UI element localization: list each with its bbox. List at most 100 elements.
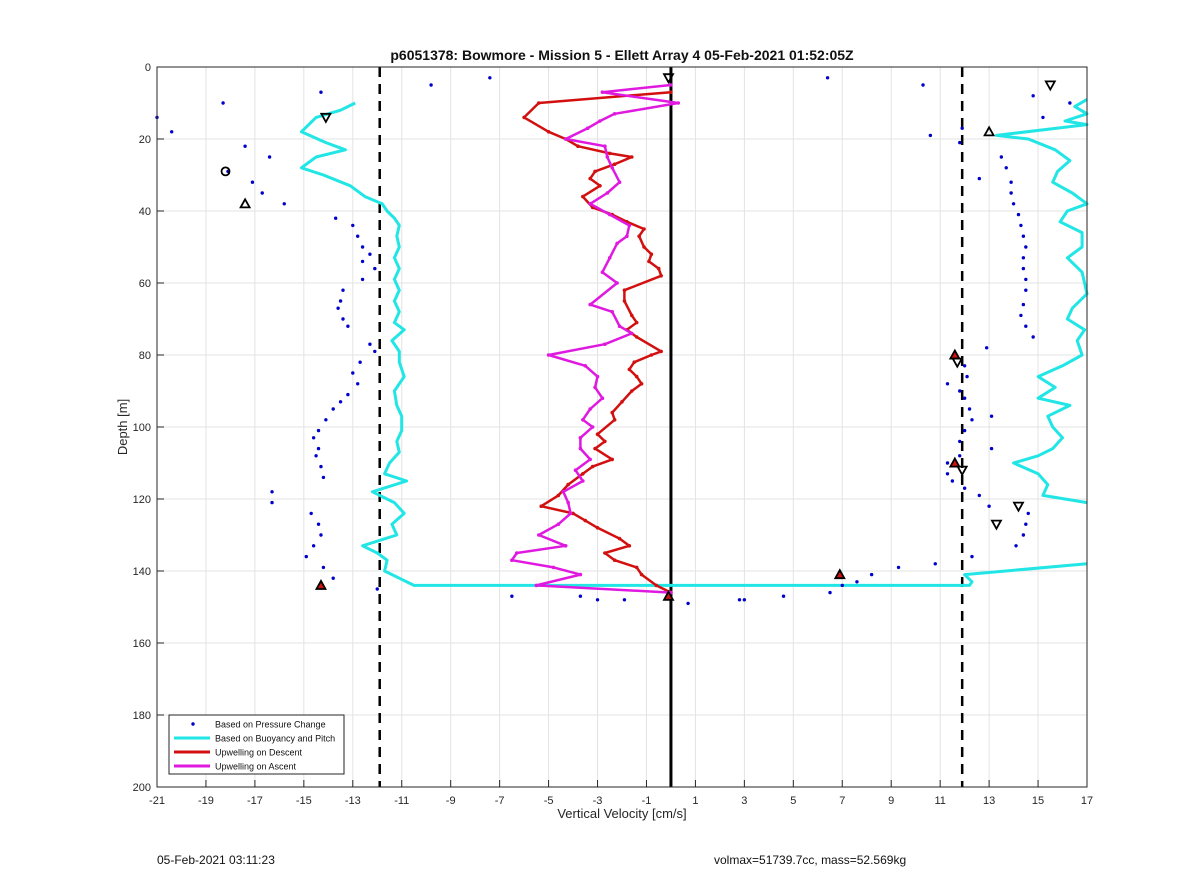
pressure-point <box>316 428 321 433</box>
descent-point <box>637 234 641 238</box>
ascent-point <box>617 180 622 184</box>
pressure-point <box>1019 313 1023 318</box>
descent-point <box>593 169 597 174</box>
pressure-point <box>742 598 747 602</box>
pressure-point <box>338 299 343 303</box>
pressure-point <box>346 324 350 328</box>
series-layer <box>155 76 1089 606</box>
ascent-point <box>629 331 634 336</box>
descent-point <box>603 439 607 444</box>
x-tick-label: 13 <box>983 795 995 807</box>
pressure-point <box>1016 212 1021 217</box>
pressure-point <box>945 382 950 386</box>
pressure-point <box>267 155 272 159</box>
descent-point <box>595 526 600 530</box>
pressure-point <box>828 590 832 595</box>
ascent-point <box>617 324 622 329</box>
pressure-point <box>1024 245 1028 249</box>
x-tick-label: -15 <box>296 795 312 807</box>
descent-point <box>612 418 617 422</box>
legend-label: Upwelling on Descent <box>215 748 303 758</box>
ascent-point <box>556 522 561 526</box>
pressure-point <box>355 382 360 386</box>
pressure-point <box>351 371 355 375</box>
pressure-point <box>360 245 365 249</box>
legend-label: Based on Pressure Change <box>215 720 326 730</box>
descent-point <box>566 482 570 487</box>
ascent-point <box>585 126 590 130</box>
descent-point <box>622 288 627 293</box>
pressure-point <box>319 90 323 94</box>
triangle-down-marker <box>1044 80 1057 92</box>
x-tick-label: 7 <box>839 795 845 807</box>
pressure-point <box>962 428 967 433</box>
ascent-point <box>607 212 612 217</box>
y-axis-label: Depth [m] <box>115 399 130 455</box>
pressure-point <box>270 490 274 494</box>
pressure-point <box>360 277 365 282</box>
descent-point <box>634 335 639 339</box>
ascent-point <box>510 558 514 562</box>
x-tick-label: 11 <box>934 795 945 807</box>
y-tick-label: 100 <box>133 422 151 434</box>
triangle-up-marker <box>314 579 328 590</box>
legend-label: Based on Buoyancy and Pitch <box>215 734 335 744</box>
descent-point <box>639 382 644 386</box>
pressure-point <box>989 446 994 451</box>
descent-point <box>588 176 592 181</box>
x-tick-label: -7 <box>495 795 505 807</box>
reference-lines <box>378 67 964 787</box>
pressure-point <box>1004 166 1008 170</box>
pressure-point <box>921 83 925 87</box>
pressure-point <box>962 364 967 368</box>
pressure-point <box>250 180 255 184</box>
triangle-up-marker <box>239 197 252 209</box>
ascent-point <box>546 353 551 357</box>
descent-point <box>659 274 663 278</box>
descent-point <box>603 551 607 555</box>
pressure-point <box>984 346 989 350</box>
y-tick-label: 180 <box>133 710 151 722</box>
triangle-down-marker <box>1012 501 1025 513</box>
pressure-point <box>962 396 967 400</box>
ascent-point <box>514 551 519 555</box>
pressure-point <box>243 144 247 148</box>
descent-point <box>539 504 544 509</box>
y-tick-label: 0 <box>145 62 151 74</box>
descent-point <box>642 245 646 249</box>
x-tick-label: -19 <box>198 795 214 807</box>
pressure-point <box>781 594 786 598</box>
chart-title: p6051378: Bowmore - Mission 5 - Ellett A… <box>390 47 854 63</box>
pressure-point <box>1014 544 1018 548</box>
descent-point <box>610 457 615 462</box>
x-tick-label: 17 <box>1081 795 1093 807</box>
descent-point <box>612 162 617 166</box>
ascent-point <box>600 396 605 401</box>
descent-point <box>649 252 654 256</box>
ascent-point <box>676 101 681 105</box>
pressure-point <box>429 83 433 87</box>
pressure-point <box>341 317 345 321</box>
ascent-point <box>603 144 607 148</box>
pressure-point <box>1021 302 1026 307</box>
descent-point <box>647 259 651 264</box>
triangle-up-marker <box>948 456 961 468</box>
x-tick-label: -3 <box>593 795 603 807</box>
pressure-point <box>1021 533 1026 537</box>
pressure-point <box>319 464 323 469</box>
descent-point <box>627 544 632 548</box>
descent-point <box>639 572 644 577</box>
pressure-point <box>1031 94 1035 98</box>
x-tick-label: -9 <box>446 795 456 807</box>
pressure-point <box>869 572 874 577</box>
pressure-point <box>967 407 972 411</box>
pressure-point <box>368 252 372 256</box>
ascent-point <box>588 302 592 307</box>
descent-point <box>632 360 637 365</box>
pressure-point <box>360 259 365 264</box>
grid-lines <box>156 66 1088 788</box>
ascent-point <box>610 166 615 170</box>
pressure-point <box>962 486 967 490</box>
circle-marker <box>220 166 231 177</box>
pressure-point <box>977 176 982 181</box>
